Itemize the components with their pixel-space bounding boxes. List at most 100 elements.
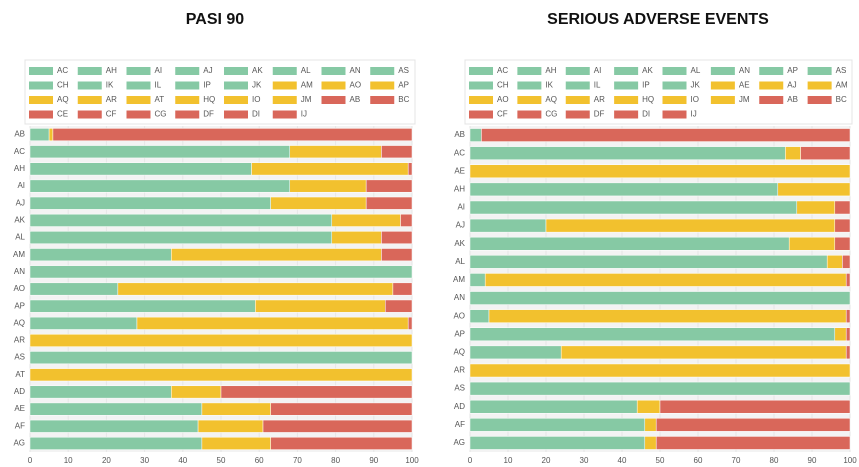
y-tick-label: AF (15, 421, 25, 430)
bar-segment (481, 128, 851, 142)
bar-segment (331, 213, 401, 227)
legend-label: IL (594, 81, 601, 90)
legend-label: AI (155, 66, 163, 75)
bar-segment (644, 418, 657, 432)
bar-segment (365, 196, 413, 210)
bar-segment (392, 282, 413, 296)
legend-swatch (321, 81, 346, 90)
y-tick-label: AO (13, 284, 25, 293)
x-tick-label: 60 (255, 456, 264, 465)
legend-label: AK (642, 66, 653, 75)
legend-swatch (614, 81, 639, 90)
legend-label: AS (398, 66, 409, 75)
legend-label: AE (739, 81, 750, 90)
legend-label: DI (252, 110, 260, 119)
legend-swatch (77, 110, 102, 119)
bar-segment (407, 316, 413, 330)
bar-segment (484, 273, 847, 287)
y-tick-label: AC (14, 147, 25, 156)
y-tick-label: AJ (16, 198, 25, 207)
bar-segment (29, 368, 413, 382)
legend-label: JK (252, 81, 262, 90)
legend-swatch (614, 96, 639, 104)
legend-label: JM (301, 95, 312, 104)
legend-swatch (565, 81, 590, 90)
legend-label: AI (594, 66, 602, 75)
legend-swatch (175, 81, 200, 90)
bar-segment (644, 436, 657, 450)
legend-swatch (469, 67, 493, 75)
bar-segment (659, 399, 851, 414)
x-tick-label: 50 (656, 456, 665, 465)
y-tick-label: AO (453, 311, 465, 320)
legend-label: AJ (787, 81, 796, 90)
y-tick-label: AE (14, 404, 25, 413)
bar-segment (469, 128, 482, 142)
bar-segment (469, 381, 851, 396)
x-tick-label: 10 (64, 456, 73, 465)
bar-segment (469, 200, 798, 215)
bar-segment (469, 327, 836, 342)
bar-segment (220, 385, 413, 399)
bar-segment (289, 179, 367, 193)
legend-label: HQ (642, 95, 654, 104)
bar-segment (270, 436, 413, 450)
bar-segment (270, 402, 413, 416)
legend-swatch (370, 67, 395, 75)
y-tick-label: AN (14, 267, 25, 276)
x-tick-label: 60 (694, 456, 703, 465)
bar-segment (365, 179, 413, 193)
x-tick-label: 30 (140, 456, 149, 465)
legend-swatch (224, 96, 248, 104)
y-tick-label: AG (453, 438, 465, 447)
x-tick-label: 80 (331, 456, 340, 465)
bar-segment (136, 316, 409, 330)
legend-label: AS (836, 66, 847, 75)
legend-swatch (126, 67, 151, 75)
legend-swatch (469, 96, 493, 104)
bar-segment (834, 218, 851, 233)
y-tick-label: AD (14, 387, 25, 396)
bar-segment (197, 419, 264, 433)
x-tick-label: 90 (808, 456, 817, 465)
bar-segment (845, 273, 851, 287)
legend-swatch (517, 110, 542, 119)
legend-swatch (126, 96, 151, 104)
bar-segment (29, 385, 172, 399)
legend-label: IK (106, 81, 114, 90)
bar-segment (171, 385, 222, 399)
bar-segment (834, 200, 851, 215)
legend-label: CG (545, 110, 557, 119)
legend-swatch (224, 81, 248, 90)
legend-swatch (175, 96, 200, 104)
bar-segment (469, 436, 646, 450)
bar-segment (29, 162, 252, 176)
legend-swatch (175, 67, 200, 75)
legend-label: CF (497, 110, 508, 119)
x-tick-label: 0 (468, 456, 473, 465)
legend-label: IK (545, 81, 553, 90)
bar-segment (636, 399, 661, 414)
bar-segment (381, 248, 413, 262)
legend-swatch (614, 110, 639, 119)
bar-segment (262, 419, 413, 433)
y-tick-label: AH (454, 184, 465, 193)
y-tick-label: AQ (13, 318, 25, 327)
bar-segment (845, 327, 851, 342)
legend-swatch (175, 110, 200, 119)
y-tick-label: AK (454, 239, 465, 248)
y-tick-label: AB (454, 130, 465, 139)
x-tick-label: 40 (618, 456, 627, 465)
legend-swatch (662, 96, 687, 104)
bar-segment (469, 418, 646, 432)
legend-swatch (272, 81, 297, 90)
bar-segment (560, 345, 847, 360)
y-tick-label: AP (14, 301, 25, 310)
bar-segment (385, 299, 413, 313)
bar-segment (29, 145, 291, 159)
y-tick-label: AS (454, 384, 465, 393)
legend-swatch (565, 67, 590, 75)
legend-label: AO (497, 95, 509, 104)
y-tick-label: AN (454, 293, 465, 302)
legend-swatch (370, 96, 395, 104)
